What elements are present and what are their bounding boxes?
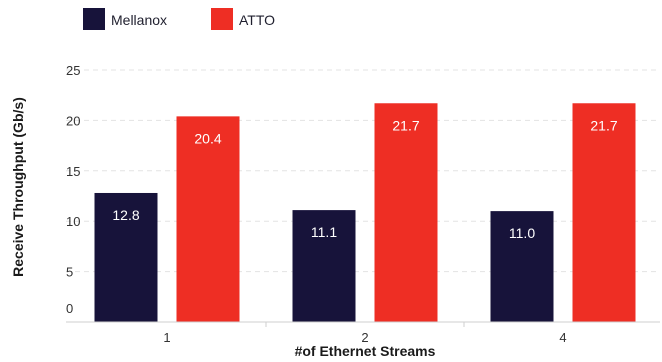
bar-atto-1: [176, 116, 240, 322]
legend-label-mellanox: Mellanox: [111, 12, 167, 28]
y-tick-label: 10: [66, 214, 80, 229]
y-axis-title: Receive Throughput (Gb/s): [10, 97, 26, 277]
data-label: 11.1: [311, 224, 337, 240]
bar-mellanox-2: [292, 210, 356, 322]
legend-swatch-atto: [211, 8, 233, 30]
y-tick-label: 5: [66, 265, 73, 280]
y-tick-label: 20: [66, 113, 80, 128]
legend-swatch-mellanox: [83, 8, 105, 30]
x-tick-label: 2: [361, 330, 368, 345]
y-tick-label: 25: [66, 63, 80, 78]
bar-mellanox-4: [490, 211, 554, 322]
y-tick-label: 0: [66, 301, 73, 316]
data-label: 12.8: [112, 207, 139, 223]
legend-label-atto: ATTO: [239, 12, 275, 28]
data-label: 20.4: [194, 130, 221, 146]
x-axis-title: #of Ethernet Streams: [295, 343, 436, 359]
data-label: 21.7: [590, 117, 617, 133]
y-axis-ticks: 0 5 10 15 20 25: [66, 63, 80, 316]
x-axis: 1 2 4: [66, 321, 660, 345]
x-tick-label: 4: [559, 330, 566, 345]
bar-atto-4: [572, 103, 636, 322]
legend: Mellanox ATTO: [83, 8, 275, 30]
x-tick-label: 1: [163, 330, 170, 345]
bars: 12.8 20.4 11.1 21.7 11.0 21.7: [94, 103, 636, 322]
data-label: 21.7: [392, 117, 419, 133]
bar-mellanox-1: [94, 192, 158, 322]
bar-atto-2: [374, 103, 438, 322]
data-label: 11.0: [509, 225, 535, 241]
y-tick-label: 15: [66, 164, 80, 179]
